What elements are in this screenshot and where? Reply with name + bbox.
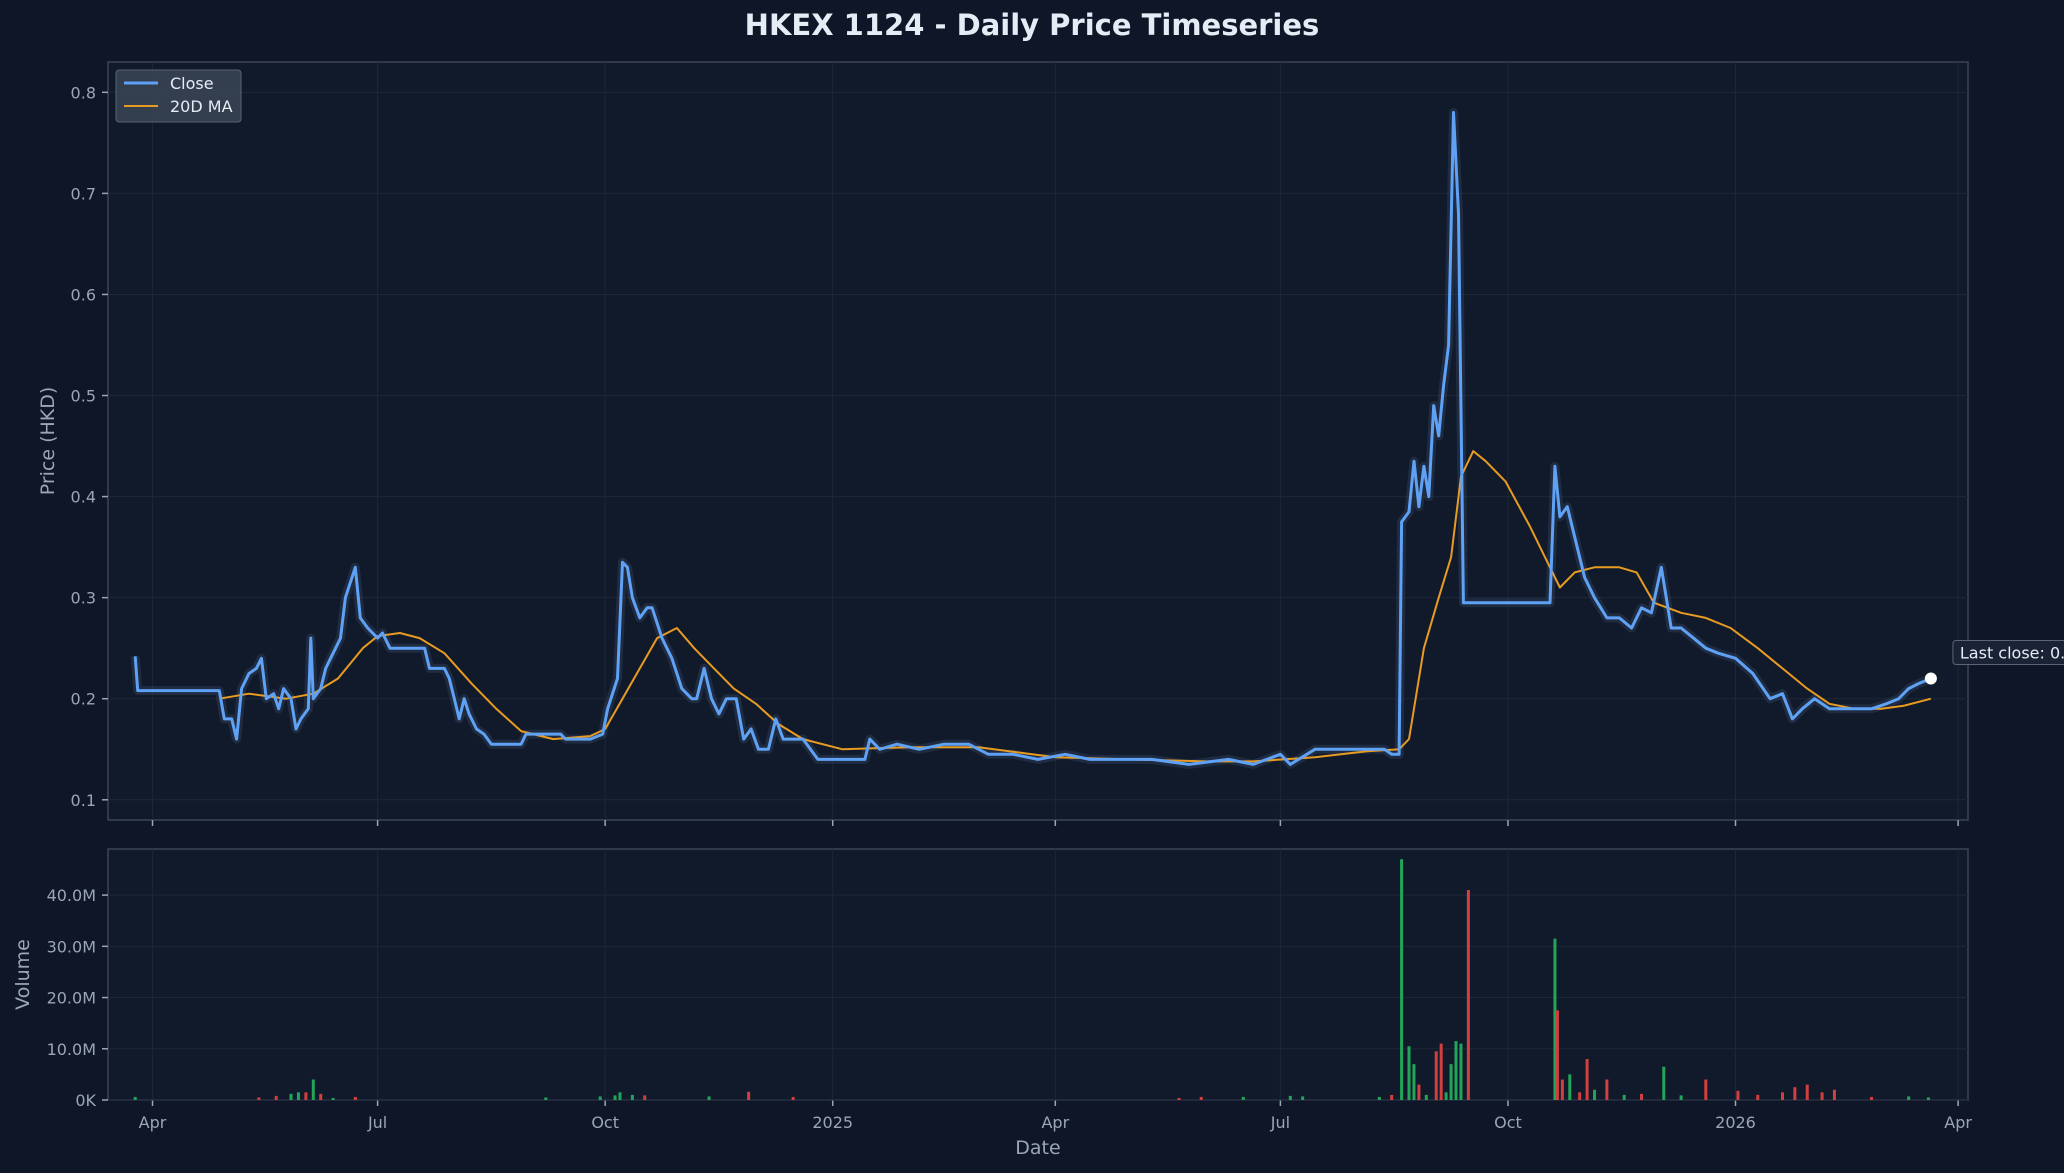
x-tick-label-0: Apr: [139, 1113, 167, 1132]
x-tick-label-7: 2026: [1715, 1113, 1756, 1132]
volume-bar-58: [1870, 1096, 1874, 1100]
price-panel: [107, 61, 1969, 821]
last-close-marker: [1924, 672, 1937, 685]
price-y-tick-label-4: 0.5: [71, 387, 96, 406]
volume-bar-37: [1466, 889, 1470, 1100]
volume-bar-17: [747, 1091, 751, 1100]
price-y-tick-label-3: 0.4: [71, 488, 96, 507]
volume-bar-9: [353, 1096, 357, 1100]
volume-bar-29: [1417, 1084, 1421, 1100]
volume-bar-60: [1926, 1097, 1930, 1100]
last-close-annotation: Last close: 0.220: [1952, 640, 2064, 666]
volume-bar-49: [1679, 1095, 1683, 1100]
volume-bar-27: [1407, 1046, 1411, 1100]
volume-y-tick-label-4: 40.0M: [47, 886, 96, 905]
volume-bar-18: [791, 1096, 795, 1100]
volume-bar-41: [1568, 1074, 1572, 1100]
volume-bar-28: [1412, 1064, 1416, 1100]
volume-bar-48: [1662, 1066, 1666, 1100]
price-y-tick-label-7: 0.8: [71, 83, 96, 102]
volume-bar-57: [1832, 1089, 1836, 1100]
volume-bar-12: [613, 1095, 617, 1100]
volume-bar-51: [1736, 1090, 1740, 1100]
price-y-tick-label-2: 0.3: [71, 589, 96, 608]
volume-bar-8: [331, 1097, 335, 1100]
volume-bar-3: [289, 1093, 293, 1100]
volume-bar-40: [1560, 1079, 1564, 1100]
volume-bar-34: [1449, 1064, 1453, 1100]
volume-bar-5: [304, 1092, 308, 1100]
volume-bar-11: [598, 1096, 602, 1100]
volume-bar-25: [1390, 1094, 1394, 1100]
volume-bar-15: [643, 1095, 647, 1100]
x-tick-label-4: Apr: [1041, 1113, 1069, 1132]
x-tick-label-8: Apr: [1944, 1113, 1972, 1132]
legend-ma-label: 20D MA: [170, 97, 233, 116]
chart-legend: Close 20D MA: [115, 69, 242, 123]
volume-bar-4: [296, 1092, 300, 1100]
volume-bar-20: [1199, 1096, 1203, 1100]
volume-bar-31: [1434, 1051, 1438, 1100]
volume-bar-39: [1555, 1010, 1559, 1100]
volume-bar-47: [1640, 1093, 1644, 1100]
x-tick-label-2: Oct: [591, 1113, 619, 1132]
volume-bar-59: [1907, 1096, 1911, 1100]
price-y-tick-label-1: 0.2: [71, 690, 96, 709]
volume-y-tick-label-3: 30.0M: [47, 937, 96, 956]
volume-bar-38: [1553, 938, 1557, 1100]
volume-bar-26: [1400, 859, 1404, 1100]
volume-bar-24: [1377, 1096, 1381, 1100]
volume-bar-16: [707, 1096, 711, 1100]
volume-y-tick-label-1: 10.0M: [47, 1040, 96, 1059]
volume-y-tick-label-2: 20.0M: [47, 989, 96, 1008]
volume-y-axis-label: Volume: [12, 939, 34, 1010]
x-tick-label-1: Jul: [367, 1113, 387, 1132]
volume-bar-32: [1439, 1043, 1443, 1100]
volume-bar-42: [1578, 1092, 1582, 1100]
legend-close-label: Close: [170, 74, 214, 93]
volume-panel: [107, 848, 1969, 1101]
volume-bar-44: [1593, 1089, 1597, 1100]
volume-bar-53: [1780, 1092, 1784, 1100]
volume-bar-0: [133, 1096, 137, 1100]
volume-bar-1: [257, 1097, 261, 1100]
price-y-tick-label-6: 0.7: [71, 184, 96, 203]
volume-bar-10: [544, 1097, 548, 1100]
x-tick-label-3: 2025: [812, 1113, 853, 1132]
x-axis-label: Date: [1015, 1137, 1060, 1159]
volume-bar-7: [319, 1093, 323, 1100]
volume-bar-46: [1622, 1094, 1626, 1100]
price-y-axis-label: Price (HKD): [37, 387, 59, 496]
volume-bar-50: [1704, 1079, 1708, 1100]
volume-bar-55: [1805, 1084, 1809, 1100]
volume-bar-33: [1444, 1092, 1448, 1100]
volume-bar-13: [618, 1092, 622, 1100]
price-y-tick-label-5: 0.6: [71, 285, 96, 304]
volume-bar-52: [1756, 1094, 1760, 1100]
volume-bar-56: [1820, 1092, 1824, 1100]
volume-bar-30: [1424, 1094, 1428, 1100]
volume-bar-36: [1459, 1043, 1463, 1100]
volume-bar-23: [1301, 1096, 1305, 1100]
x-tick-label-6: Oct: [1494, 1113, 1522, 1132]
last-close-annotation-text: Last close: 0.220: [1960, 644, 2064, 663]
volume-bar-6: [311, 1079, 315, 1100]
volume-bar-2: [274, 1095, 278, 1100]
volume-bar-14: [630, 1094, 634, 1100]
volume-bar-22: [1288, 1095, 1292, 1100]
volume-bar-45: [1605, 1079, 1609, 1100]
close-series-line: [133, 111, 1932, 766]
x-tick-label-5: Jul: [1270, 1113, 1290, 1132]
last-close-annotation-box: [1952, 640, 2064, 666]
volume-bar-43: [1585, 1059, 1589, 1100]
chart-title: HKEX 1124 - Daily Price Timeseries: [744, 8, 1320, 42]
price-y-tick-label-0: 0.1: [71, 791, 96, 810]
volume-bar-19: [1177, 1097, 1181, 1100]
volume-y-tick-label-0: 0K: [75, 1091, 96, 1110]
volume-bar-21: [1241, 1096, 1245, 1100]
volume-bar-35: [1454, 1041, 1458, 1100]
volume-bar-54: [1793, 1087, 1797, 1100]
